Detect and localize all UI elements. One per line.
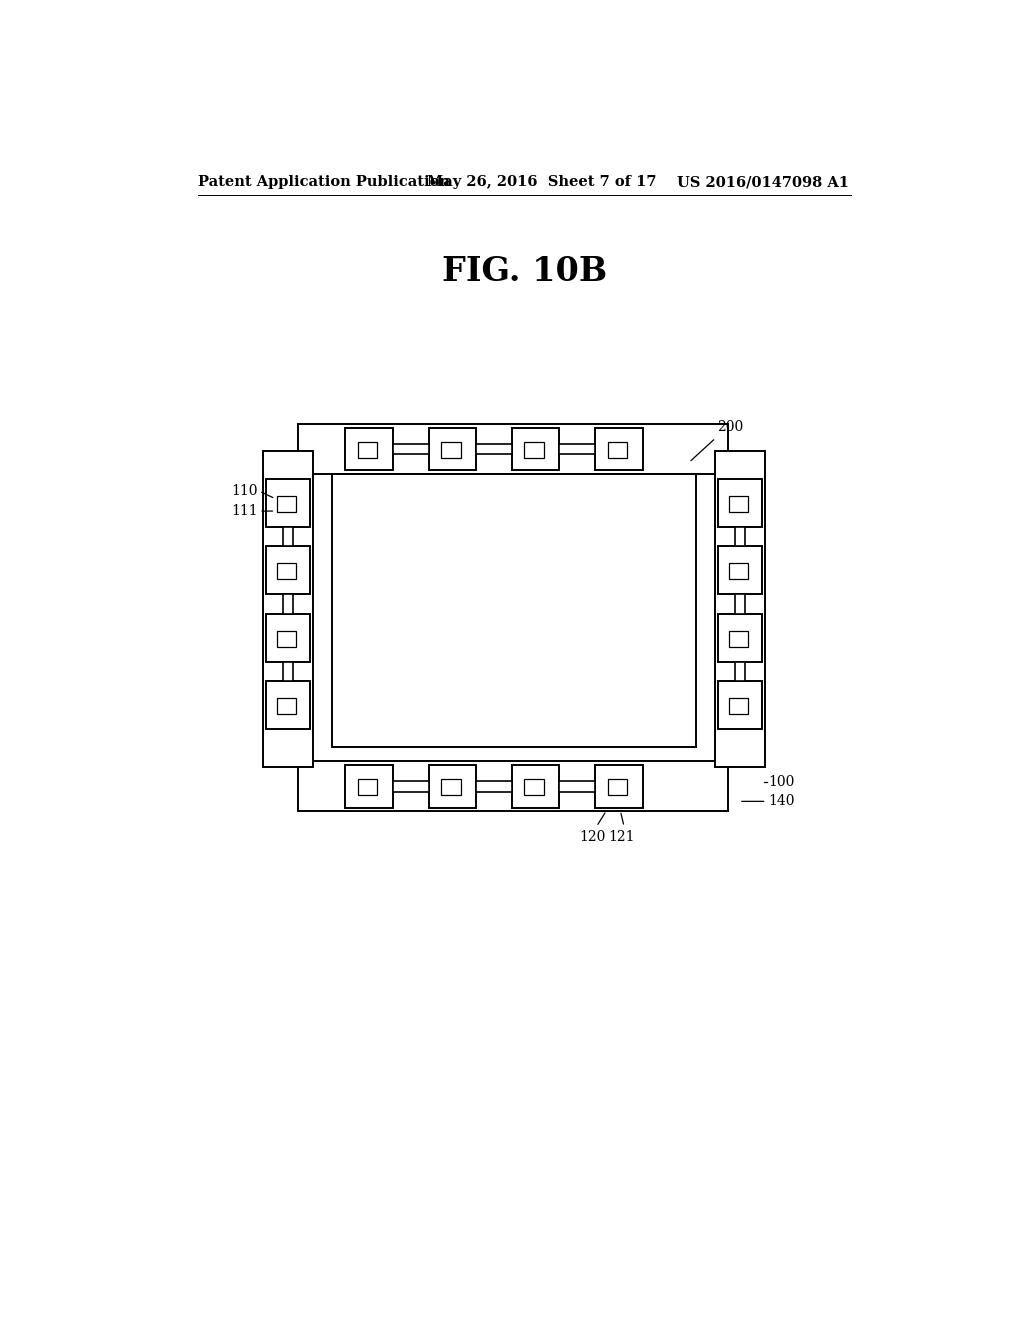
Bar [559, 781, 595, 792]
Text: FIG. 10B: FIG. 10B [442, 255, 607, 288]
Bar [265, 614, 310, 663]
Bar [441, 779, 461, 795]
Bar [298, 762, 728, 812]
Bar [265, 681, 310, 729]
Bar [429, 766, 476, 808]
Bar [729, 698, 749, 714]
Bar [734, 527, 745, 546]
Bar [265, 546, 310, 594]
Bar [283, 594, 294, 614]
Bar [729, 496, 749, 512]
Bar [476, 444, 512, 454]
Bar [607, 779, 627, 795]
Bar [595, 766, 643, 808]
Bar [358, 442, 378, 458]
Bar [276, 631, 296, 647]
Bar [429, 428, 476, 470]
Bar [298, 424, 728, 474]
Bar [476, 781, 512, 792]
Text: 120: 120 [580, 830, 606, 843]
Bar [276, 564, 296, 579]
Bar [333, 474, 695, 747]
Bar [345, 766, 393, 808]
Bar [607, 442, 627, 458]
Bar [729, 564, 749, 579]
Bar [393, 781, 429, 792]
Bar [276, 698, 296, 714]
Text: Patent Application Publication: Patent Application Publication [199, 176, 451, 189]
Bar [729, 631, 749, 647]
Bar [734, 663, 745, 681]
Text: May 26, 2016  Sheet 7 of 17: May 26, 2016 Sheet 7 of 17 [427, 176, 656, 189]
Text: 121: 121 [608, 830, 635, 843]
Bar [345, 428, 393, 470]
Text: 110: 110 [231, 484, 258, 498]
Bar [283, 527, 294, 546]
Bar [718, 546, 762, 594]
Bar [718, 479, 762, 527]
Bar [283, 663, 294, 681]
Bar [595, 428, 643, 470]
Bar [734, 594, 745, 614]
Bar [524, 779, 544, 795]
Bar [718, 681, 762, 729]
Bar [524, 442, 544, 458]
Bar [512, 428, 559, 470]
Text: 140: 140 [768, 795, 795, 808]
Bar [441, 442, 461, 458]
Bar [715, 451, 765, 767]
Text: US 2016/0147098 A1: US 2016/0147098 A1 [677, 176, 849, 189]
Bar [358, 779, 378, 795]
Bar [276, 496, 296, 512]
Text: 111: 111 [231, 504, 258, 517]
Bar [263, 451, 313, 767]
Bar [718, 614, 762, 663]
Bar [512, 766, 559, 808]
Text: 200: 200 [717, 420, 743, 434]
Bar [265, 479, 310, 527]
Bar [393, 444, 429, 454]
Text: 100: 100 [768, 775, 795, 789]
Bar [559, 444, 595, 454]
